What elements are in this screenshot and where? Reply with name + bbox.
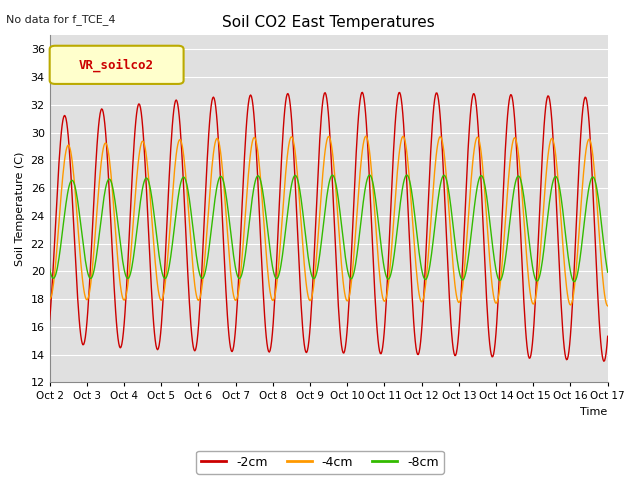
Y-axis label: Soil Temperature (C): Soil Temperature (C): [15, 152, 25, 266]
FancyBboxPatch shape: [50, 46, 184, 84]
Title: Soil CO2 East Temperatures: Soil CO2 East Temperatures: [222, 15, 435, 30]
Text: No data for f_TCE_4: No data for f_TCE_4: [6, 14, 116, 25]
Text: VR_soilco2: VR_soilco2: [79, 58, 154, 72]
Legend: -2cm, -4cm, -8cm: -2cm, -4cm, -8cm: [196, 451, 444, 474]
X-axis label: Time: Time: [580, 407, 608, 417]
